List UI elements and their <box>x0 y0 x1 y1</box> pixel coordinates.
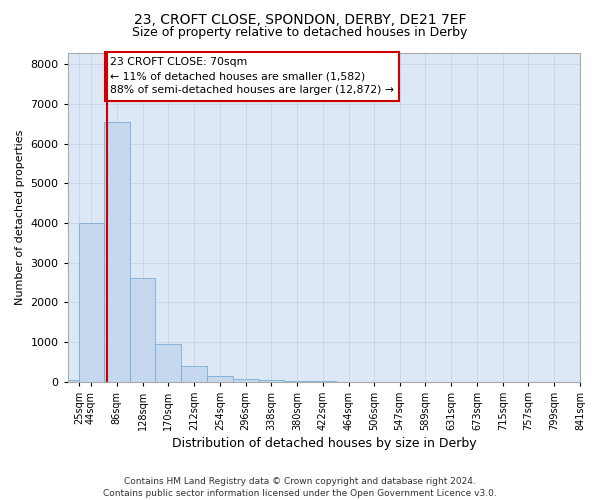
Bar <box>155 344 181 382</box>
Text: 23 CROFT CLOSE: 70sqm
← 11% of detached houses are smaller (1,582)
88% of semi-d: 23 CROFT CLOSE: 70sqm ← 11% of detached … <box>110 58 394 96</box>
Bar <box>181 366 207 382</box>
Text: Size of property relative to detached houses in Derby: Size of property relative to detached ho… <box>133 26 467 39</box>
Text: Contains HM Land Registry data © Crown copyright and database right 2024.
Contai: Contains HM Land Registry data © Crown c… <box>103 476 497 498</box>
Bar <box>68 380 79 382</box>
Bar <box>259 380 284 382</box>
Bar <box>79 223 104 382</box>
Y-axis label: Number of detached properties: Number of detached properties <box>15 130 25 304</box>
Bar <box>233 379 259 382</box>
X-axis label: Distribution of detached houses by size in Derby: Distribution of detached houses by size … <box>172 437 476 450</box>
Bar <box>130 278 155 382</box>
Bar <box>104 122 130 382</box>
Bar <box>207 376 233 382</box>
Text: 23, CROFT CLOSE, SPONDON, DERBY, DE21 7EF: 23, CROFT CLOSE, SPONDON, DERBY, DE21 7E… <box>134 12 466 26</box>
